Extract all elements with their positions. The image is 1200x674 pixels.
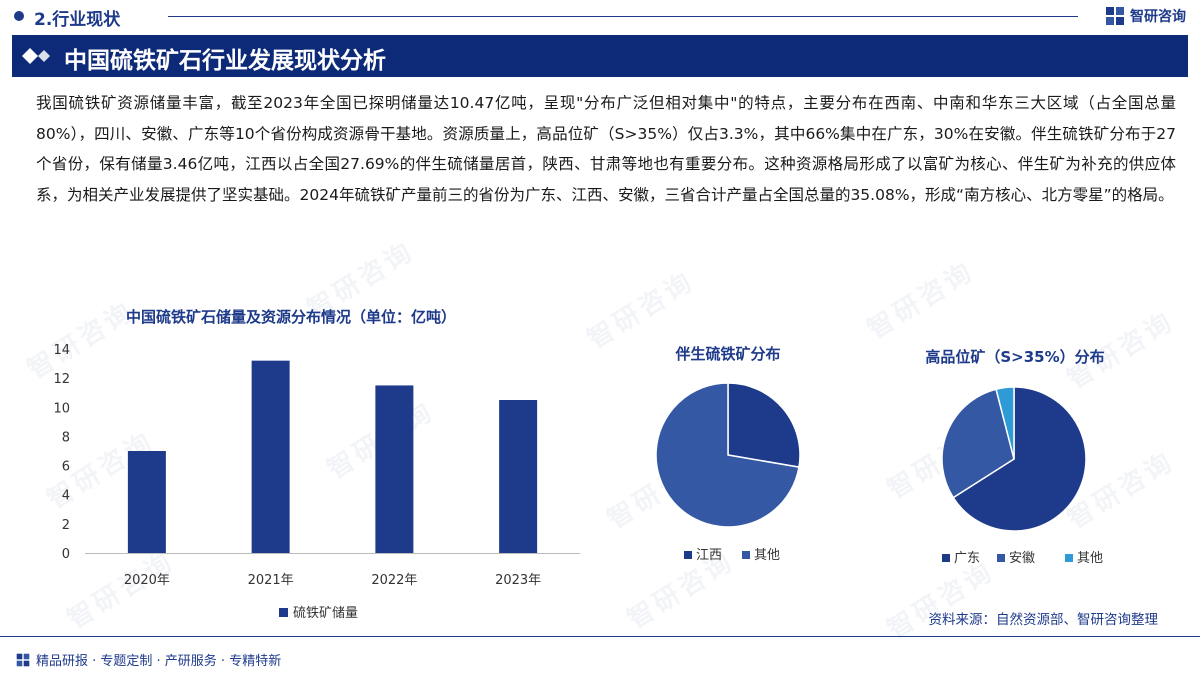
legend-label: 广东 [954, 551, 980, 566]
x-tick-label: 2020年 [124, 573, 170, 588]
pie-slice [995, 386, 1015, 460]
diamond-icon [22, 48, 50, 64]
pie-slice [952, 386, 1087, 532]
y-tick-label: 10 [53, 401, 70, 416]
pie-chart-title-associated: 伴生硫铁矿分布 [675, 345, 781, 363]
legend-label: 其他 [754, 548, 780, 563]
x-tick-label: 2023年 [495, 573, 541, 588]
pie-slice [727, 382, 801, 468]
source-note: 资料来源：自然资源部、智研咨询整理 [928, 612, 1159, 628]
bar [375, 385, 414, 553]
legend-swatch [1065, 554, 1073, 562]
legend-swatch [279, 608, 288, 617]
title-banner: 中国硫铁矿石行业发展现状分析 [12, 35, 1188, 77]
legend-swatch [742, 551, 750, 559]
x-tick-label: 2022年 [371, 573, 417, 588]
footer: 精品研报 · 专题定制 · 产研服务 · 专精特新 [16, 650, 281, 669]
y-tick-label: 2 [62, 518, 70, 533]
legend-label: 其他 [1077, 551, 1103, 566]
legend-label: 安徽 [1009, 551, 1035, 566]
pie-slice [655, 382, 800, 528]
bullet-icon [14, 11, 24, 21]
legend-label: 硫铁矿储量 [293, 606, 358, 621]
pie-chart-associated: 江西 其他 [655, 382, 801, 563]
bar [251, 360, 290, 553]
logo-icon [16, 653, 30, 666]
y-tick-label: 12 [53, 372, 70, 387]
y-tick-label: 8 [62, 430, 70, 445]
bar-chart-title: 中国硫铁矿石储量及资源分布情况（单位：亿吨） [126, 308, 457, 326]
bar [499, 400, 538, 553]
logo-icon [1106, 7, 1124, 25]
body-paragraph: 我国硫铁矿资源储量丰富，截至2023年全国已探明储量达10.47亿吨，呈现"分布… [36, 94, 1176, 204]
y-tick-label: 14 [53, 343, 70, 358]
divider [168, 16, 1078, 17]
footer-tagline: 精品研报 · 专题定制 · 产研服务 · 专精特新 [36, 654, 282, 669]
footer-divider [0, 636, 1200, 637]
brand-logo: 智研咨询 [1105, 6, 1186, 26]
y-tick-label: 6 [62, 460, 70, 475]
section-title: 2.行业现状 [34, 10, 121, 30]
y-tick-label: 4 [62, 489, 70, 504]
legend-label: 江西 [696, 548, 722, 563]
section-header: 2.行业现状 智研咨询 [0, 0, 1200, 32]
pie-chart-title-high-grade: 高品位矿（S>35%）分布 [925, 348, 1105, 366]
legend-swatch [684, 551, 692, 559]
legend-swatch [942, 554, 950, 562]
bar [127, 451, 166, 553]
page-title: 中国硫铁矿石行业发展现状分析 [64, 48, 386, 74]
legend-swatch [997, 554, 1005, 562]
x-tick-label: 2021年 [248, 573, 294, 588]
brand-name: 智研咨询 [1130, 9, 1186, 25]
pie-slice [941, 388, 1015, 499]
y-tick-label: 0 [62, 547, 70, 562]
